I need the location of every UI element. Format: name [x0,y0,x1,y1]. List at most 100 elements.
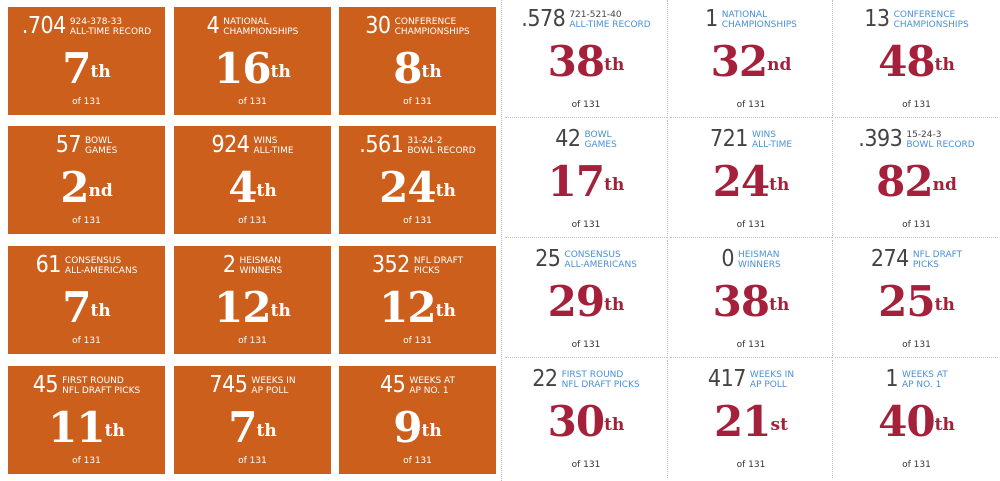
rank-number: 7 [228,403,257,452]
stat-header: 1 NATIONAL CHAMPIONSHIPS [670,6,832,32]
stat-label: NATIONAL CHAMPIONSHIPS [722,10,797,30]
stat-value: 61 [35,252,62,278]
stat-label: WEEKS AT AP NO. 1 [902,370,948,390]
stat-label-line: AP POLL [749,380,787,390]
stat-label: CONFERENCE CHAMPIONSHIPS [395,17,470,37]
rank-out-of: of 131 [736,340,766,350]
stat-label: WEEKS IN AP POLL [251,376,295,396]
stat-value: 0 [721,246,734,272]
stat-card-bowl-record: .393 15-24-3 BOWL RECORD 82nd of 131 [835,120,998,238]
rank-number: 24 [712,157,770,206]
stat-label: 31-24-2 BOWL RECORD [407,136,475,156]
rank-number: 30 [547,397,605,446]
stat-header: 45 FIRST ROUND NFL DRAFT PICKS [8,374,165,397]
stat-label: NFL DRAFT PICKS [414,256,463,276]
stat-value: 1 [885,366,898,392]
rank-number: 11 [48,403,105,452]
stat-label-line: NATIONAL [223,17,269,27]
stat-card-weeks-at-ap-no-1: 45 WEEKS AT AP NO. 1 9th of 131 [339,366,496,474]
stat-value: 1 [705,6,718,32]
stat-value: 22 [532,366,558,392]
stat-label-line: NFL DRAFT PICKS [561,380,640,390]
rank-suffix: th [90,301,111,321]
stat-header: .704 924-378-33 ALL-TIME RECORD [8,13,165,39]
rank-suffix: th [435,301,456,321]
rank-out-of: of 131 [72,97,101,107]
stat-value: .704 [21,13,67,39]
stat-label-line: WEEKS AT [901,370,948,380]
rank-number: 24 [379,163,436,212]
left-team-stats-panel: .704 924-378-33 ALL-TIME RECORD 7th of 131 4 N… [8,7,496,474]
rank-suffix: th [256,421,277,441]
stat-record-detail: 15-24-3 [906,130,942,140]
stat-label: CONFERENCE CHAMPIONSHIPS [894,10,969,30]
rank-number: 9 [393,403,422,452]
national-rank: 25th [835,278,998,326]
stat-record-detail: 31-24-2 [407,136,443,146]
rank-out-of: of 131 [403,97,432,107]
stat-value: 13 [864,6,890,32]
stat-card-conference-championships: 13 CONFERENCE CHAMPIONSHIPS 48th of 131 [835,0,998,118]
national-rank: 7th [174,404,331,452]
national-rank: 40th [835,398,998,446]
stat-card-conference-championships: 30 CONFERENCE CHAMPIONSHIPS 8th of 131 [339,7,496,115]
rank-out-of: of 131 [238,336,267,346]
national-rank: 24th [339,164,496,212]
stat-label: HEISMAN WINNERS [240,256,283,276]
rank-suffix: th [256,181,277,201]
stat-card-wins-all-time: 721 WINS ALL-TIME 24th of 131 [670,120,833,238]
stat-label: NATIONAL CHAMPIONSHIPS [223,17,298,37]
stat-label: HEISMAN WINNERS [738,250,781,270]
rank-suffix: th [604,175,625,195]
rank-out-of: of 131 [72,456,101,466]
stat-label-line: PICKS [413,266,440,276]
stat-header: 721 WINS ALL-TIME [670,128,832,151]
stat-label-line: CONSENSUS [64,256,122,266]
stat-header: 42 BOWL GAMES [505,128,667,151]
stat-value: 30 [365,13,391,39]
rank-suffix: th [604,415,625,435]
stat-header: .561 31-24-2 BOWL RECORD [339,132,496,158]
stat-label: FIRST ROUND NFL DRAFT PICKS [62,376,140,396]
rank-number: 7 [62,44,91,93]
stat-header: 45 WEEKS AT AP NO. 1 [339,374,496,397]
national-rank: 29th [505,278,667,326]
rank-suffix: th [604,295,625,315]
stat-header: 274 NFL DRAFT PICKS [835,248,998,271]
national-rank: 30th [505,398,667,446]
rank-number: 38 [712,277,770,326]
stat-label-line: WINNERS [738,260,781,270]
stat-card-national-championships: 4 NATIONAL CHAMPIONSHIPS 16th of 131 [174,7,331,115]
rank-out-of: of 131 [238,97,267,107]
stat-card-heisman-winners: 0 HEISMAN WINNERS 38th of 131 [670,240,833,358]
stat-record-detail: 924-378-33 [69,17,123,27]
stat-label-line: WEEKS IN [251,376,296,386]
rank-number: 7 [62,283,91,332]
rank-number: 82 [876,157,933,206]
stat-label-line: HEISMAN [738,250,780,260]
stat-label-line: ALL-AMERICANS [64,266,138,276]
stat-card-all-time-record: .704 924-378-33 ALL-TIME RECORD 7th of 131 [8,7,165,115]
national-rank: 7th [8,45,165,93]
stat-card-weeks-in-ap-poll: 417 WEEKS IN AP POLL 21st of 131 [670,360,833,478]
rank-suffix: th [435,181,456,201]
stat-label-line: NFL DRAFT [413,256,464,266]
stat-label-line: CHAMPIONSHIPS [223,27,299,37]
stat-label-line: ALL-TIME [751,140,793,150]
rank-suffix: th [90,62,111,82]
stat-label: 15-24-3 BOWL RECORD [906,130,974,150]
national-rank: 82nd [835,158,998,206]
stat-label: BOWL GAMES [585,130,617,150]
stat-label: WINS ALL-TIME [253,136,293,156]
national-rank: 12th [339,284,496,332]
stat-label: WEEKS IN AP POLL [750,370,794,390]
national-rank: 4th [174,164,331,212]
rank-number: 48 [878,37,935,86]
stat-header: 30 CONFERENCE CHAMPIONSHIPS [339,13,496,39]
rank-number: 38 [547,37,605,86]
stat-label: WEEKS AT AP NO. 1 [409,376,455,396]
stat-label-line: BOWL [584,130,612,140]
stat-label: CONSENSUS ALL-AMERICANS [65,256,137,276]
right-team-stats-panel: .578 721-521-40 ALL-TIME RECORD 38th of 131 1… [505,0,1000,481]
stat-value: .561 [359,132,404,158]
